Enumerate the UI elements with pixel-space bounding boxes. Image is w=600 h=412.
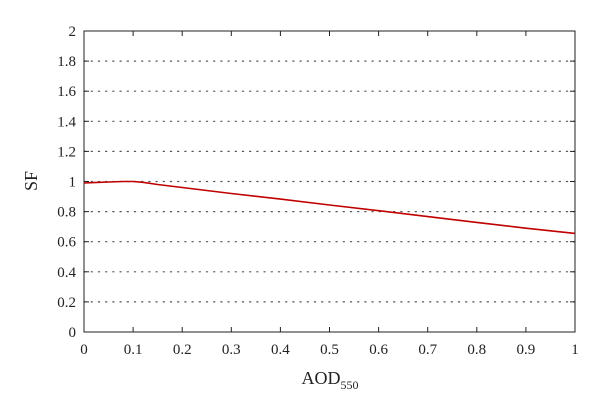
y-tick-label: 0 <box>69 325 77 341</box>
x-tick-label: 0.1 <box>124 342 143 358</box>
x-tick-label: 0.3 <box>222 342 241 358</box>
x-tick-label: 1 <box>571 342 579 358</box>
y-tick-label: 0.4 <box>57 265 76 281</box>
series-line <box>83 180 576 235</box>
x-tick-label: 0 <box>80 342 88 358</box>
x-tick-label: 0.9 <box>517 342 536 358</box>
y-tick-label: 0.2 <box>57 295 76 311</box>
y-tick-label: 0.6 <box>57 235 76 251</box>
y-tick-labels: 0 0.2 0.4 0.6 0.8 1 1.2 1.4 1.6 1.8 2 <box>57 24 76 341</box>
axis-ticks <box>83 30 576 333</box>
x-axis-title-subscript: 550 <box>341 378 359 392</box>
x-tick-label: 0.6 <box>369 342 388 358</box>
y-tick-label: 1.4 <box>57 114 76 130</box>
x-axis-title-main: AOD <box>302 368 341 388</box>
y-tick-label: 1.6 <box>57 84 76 100</box>
x-tick-label: 0.7 <box>418 342 437 358</box>
grid-lines <box>83 60 576 303</box>
x-tick-label: 0.2 <box>173 342 192 358</box>
y-axis-title: SF <box>21 171 41 191</box>
y-tick-label: 1.2 <box>57 144 76 160</box>
series-lines <box>83 180 576 235</box>
x-tick-label: 0.4 <box>271 342 290 358</box>
y-tick-label: 1 <box>69 175 77 191</box>
x-tick-label: 0.5 <box>320 342 339 358</box>
x-tick-label: 0.8 <box>467 342 486 358</box>
x-axis-title: AOD550 <box>302 368 359 392</box>
x-tick-labels: 0 0.1 0.2 0.3 0.4 0.5 0.6 0.7 0.8 0.9 1 <box>80 342 579 358</box>
y-tick-label: 2 <box>69 24 77 40</box>
y-tick-label: 1.8 <box>57 54 76 70</box>
y-tick-label: 0.8 <box>57 205 76 221</box>
